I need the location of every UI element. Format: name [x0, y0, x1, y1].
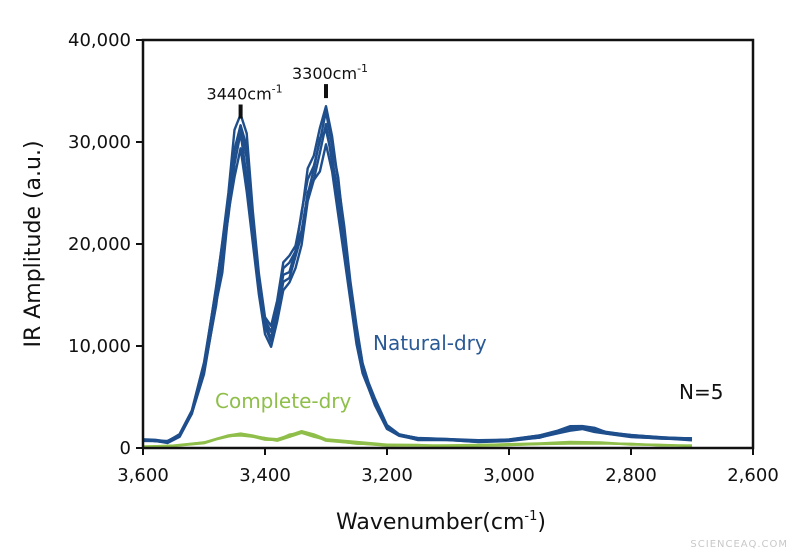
y-tick-label: 0 [120, 438, 131, 459]
watermark: SCIENCEAQ.COM [690, 539, 788, 550]
series-label-complete-dry: Complete-dry [215, 389, 352, 413]
peak-label: 3300cm-1 [292, 62, 368, 83]
x-tick-label: 2,600 [727, 465, 779, 486]
plot-area [142, 104, 693, 449]
series-line-natural-dry [142, 104, 693, 443]
y-axis-title: IR Amplitude (a.u.) [21, 140, 46, 347]
series-line-complete-dry [142, 430, 693, 448]
x-tick-label: 3,000 [483, 465, 535, 486]
y-tick-label: 40,000 [68, 30, 131, 51]
x-tick-label: 3,200 [361, 465, 413, 486]
series-label-natural-dry: Natural-dry [373, 331, 487, 355]
x-axis-title: Wavenumber(cm-1) [336, 509, 546, 535]
y-tick-label: 20,000 [68, 234, 131, 255]
x-axis: 3,600 3,400 3,200 3,000 2,800 2,600 [117, 448, 779, 486]
x-tick-label: 3,600 [117, 465, 169, 486]
y-tick-label: 30,000 [68, 132, 131, 153]
x-tick-label: 2,800 [605, 465, 657, 486]
peak-label: 3440cm-1 [207, 83, 283, 104]
y-axis: 0 10,000 20,000 30,000 40,000 [68, 30, 143, 459]
x-axis-title-close: ) [537, 510, 546, 535]
n-label: N=5 [679, 380, 723, 404]
x-tick-label: 3,400 [239, 465, 291, 486]
peak-annotations: 3440cm-1 3300cm-1 [207, 62, 368, 119]
y-tick-label: 10,000 [68, 336, 131, 357]
x-axis-title-main: Wavenumber(cm [336, 510, 524, 535]
x-axis-title-sup: -1 [524, 509, 537, 524]
